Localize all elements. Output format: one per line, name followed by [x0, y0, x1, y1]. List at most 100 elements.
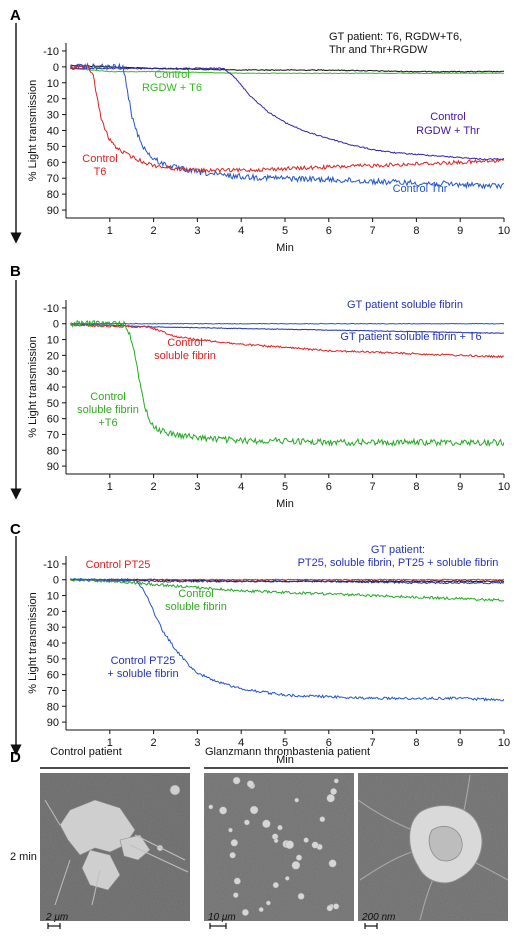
row-label: 2 min [10, 851, 37, 863]
platelet-dot [328, 859, 337, 868]
platelet-dot [303, 837, 309, 843]
y-tick-label: 90 [47, 461, 59, 473]
annotation-label: Control [154, 69, 189, 81]
y-tick-label: 30 [47, 366, 59, 378]
platelet-dot [271, 833, 279, 840]
y-axis-title: % Light transmission [27, 336, 39, 438]
x-axis-title: Min [276, 242, 294, 254]
platelet-dot [326, 904, 333, 912]
annotation-label: RGDW + Thr [416, 125, 480, 137]
series-line-control-rgdw-thr [70, 67, 504, 161]
y-tick-label: 10 [47, 591, 59, 603]
x-tick-label: 8 [413, 225, 419, 237]
x-tick-label: 8 [413, 481, 419, 493]
platelet-dot [295, 854, 303, 861]
y-tick-label: 50 [47, 398, 59, 410]
platelet-dot [311, 841, 319, 849]
sem-panel: D Control patient Glanzmann thrombasteni… [10, 746, 509, 929]
x-tick-label: 10 [498, 225, 510, 237]
platelet-dot [233, 877, 241, 885]
annotation-label: + soluble fibrin [107, 668, 178, 680]
x-tick-label: 7 [370, 737, 376, 749]
x-tick-label: 2 [151, 225, 157, 237]
x-tick-label: 5 [282, 481, 288, 493]
y-tick-label: 60 [47, 670, 59, 682]
platelet-dot [241, 908, 249, 916]
x-axis-title: Min [276, 498, 294, 510]
annotation-label: Control [430, 111, 465, 123]
chart-panel-b: B -10 0 10 20 30 40 50 60 70 80 90 1 2 3 4 5 6 7 8 9 10 Min % L… [10, 263, 510, 510]
platelet-dot [249, 805, 259, 815]
annotation-label: GT patient soluble fibrin [347, 299, 463, 311]
x-tick-label: 1 [107, 481, 113, 493]
x-tick-label: 7 [370, 481, 376, 493]
x-tick-label: 9 [457, 225, 463, 237]
annotation-label: Control Thr [393, 183, 448, 195]
platelet-dot [273, 838, 279, 844]
platelet-dot [228, 827, 233, 833]
platelet-dot [294, 797, 300, 803]
chart-panel-c: C -10 0 10 20 30 40 50 60 70 80 90 1 2 3 4 5 6 7 8 9 10 Min % L… [10, 521, 510, 766]
platelet-dot [219, 806, 228, 815]
annotation-label: soluble fibrin [154, 350, 216, 362]
platelet-dot [229, 852, 236, 859]
micrograph-gt-low: 10 μm [204, 773, 354, 929]
platelet-dot [297, 892, 305, 900]
x-tick-label: 2 [151, 737, 157, 749]
scale-label-3: 200 nm [361, 912, 395, 923]
x-tick-label: 6 [326, 225, 332, 237]
y-tick-label: 80 [47, 189, 59, 201]
platelet-dot [319, 816, 326, 823]
series-layer [70, 319, 504, 448]
platelet-dot [262, 819, 271, 828]
y-tick-label: 70 [47, 173, 59, 185]
annotation-label: Thr and Thr+RGDW [329, 44, 428, 56]
annotation-label: Control [178, 588, 213, 600]
series-line-control-soluble-fibrin [70, 578, 504, 602]
x-tick-label: 1 [107, 225, 113, 237]
y-tick-label: 30 [47, 110, 59, 122]
scale-label-1: 2 μm [45, 912, 68, 923]
platelet-dot [333, 778, 339, 784]
series-layer [70, 577, 504, 702]
annotation-label: Control [90, 391, 125, 403]
chart-panel-a: A -10 0 10 20 30 40 50 60 70 80 90 1 2 3 4 5 6 7 8 9 10 Min % L… [10, 7, 510, 254]
y-tick-label: 80 [47, 445, 59, 457]
y-tick-label: 90 [47, 717, 59, 729]
y-tick-label: 0 [53, 62, 59, 74]
platelet-dot [232, 776, 241, 785]
panel-letter: D [10, 749, 21, 766]
x-tick-label: 10 [498, 481, 510, 493]
platelet-dot [330, 788, 337, 795]
platelet-dot [230, 839, 239, 847]
annotation-label: PT25, soluble fibrin, PT25 + soluble fib… [298, 557, 499, 569]
x-tick-label: 5 [282, 737, 288, 749]
annotation-label: GT patient: T6, RGDW+T6, [329, 31, 462, 43]
x-tick-label: 6 [326, 481, 332, 493]
annotation-label: +T6 [98, 417, 117, 429]
y-tick-label: 0 [53, 319, 59, 331]
series-line-control-thr [69, 62, 504, 190]
y-tick-label: 20 [47, 606, 59, 618]
x-tick-label: 4 [238, 737, 244, 749]
y-tick-label: 40 [47, 638, 59, 650]
y-axis-title: % Light transmission [27, 592, 39, 694]
platelet-dot [208, 804, 214, 810]
platelet-dot [258, 907, 264, 913]
platelet-dot [272, 881, 279, 889]
panel-letter: C [10, 521, 21, 538]
y-tick-label: 40 [47, 126, 59, 138]
group-title-control: Control patient [50, 746, 122, 758]
platelet-dot [326, 794, 335, 803]
micrograph-gt-high: 200 nm [357, 773, 509, 929]
series-line-gt-patient-soluble-fibrin [70, 322, 504, 325]
y-tick-label: 70 [47, 685, 59, 697]
platelet-dot [232, 892, 239, 898]
y-tick-label: 50 [47, 141, 59, 153]
x-tick-label: 9 [457, 737, 463, 749]
annotation-label: GT patient soluble fibrin + T6 [340, 331, 481, 343]
y-tick-label: -10 [43, 559, 59, 571]
y-tick-label: 20 [47, 350, 59, 362]
series-line-gt-patient [70, 64, 504, 73]
